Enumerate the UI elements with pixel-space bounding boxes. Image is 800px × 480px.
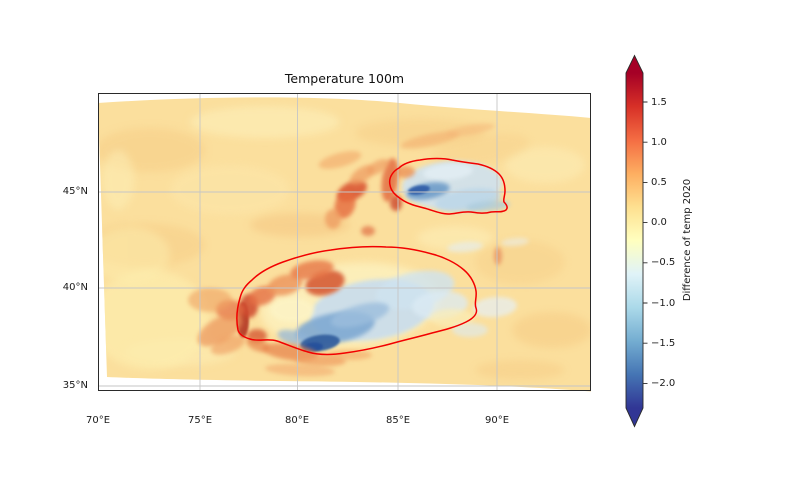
colorbar-outline (625, 54, 644, 428)
x-tick-85e: 85°E (385, 415, 411, 426)
grid-lines (98, 93, 591, 391)
plot-title: Temperature 100m (284, 71, 405, 86)
colorbar-tick-1-0: 1.0 (651, 137, 667, 148)
colorbar-arrow-up (626, 55, 643, 73)
colorbar-ticks (643, 101, 648, 384)
colorbar-tick-0-5: 0.5 (651, 177, 667, 188)
red-contour-south (236, 245, 478, 356)
colorbar-tick-n1-5: −1.5 (651, 338, 676, 349)
x-tick-90e: 90°E (484, 415, 510, 426)
x-tick-75e: 75°E (187, 415, 213, 426)
colorbar-label: Difference of temp 2020 (682, 178, 693, 302)
plot-frame (98, 93, 591, 391)
colorbar (625, 54, 648, 428)
x-tick-80e: 80°E (284, 415, 310, 426)
anomaly-texture (98, 106, 591, 380)
colorbar-tick-1-5: 1.5 (651, 97, 667, 108)
y-tick-45n: 45°N (62, 186, 88, 197)
colorbar-tick-n2-0: −2.0 (651, 378, 676, 389)
colorbar-arrow-down (626, 408, 643, 427)
y-tick-40n: 40°N (62, 282, 88, 293)
colorbar-tick-0-0: 0.0 (651, 217, 667, 228)
x-tick-70e: 70°E (85, 415, 111, 426)
colorbar-gradient (626, 73, 643, 408)
colorbar-tick-n0-5: −0.5 (651, 257, 676, 268)
south-anomaly (188, 260, 517, 377)
red-contour-north (388, 157, 508, 215)
anomaly-field (98, 106, 591, 380)
colorbar-tick-n1-0: −1.0 (651, 298, 676, 309)
north-blue-anomaly (395, 160, 529, 253)
y-tick-35n: 35°N (62, 380, 88, 391)
